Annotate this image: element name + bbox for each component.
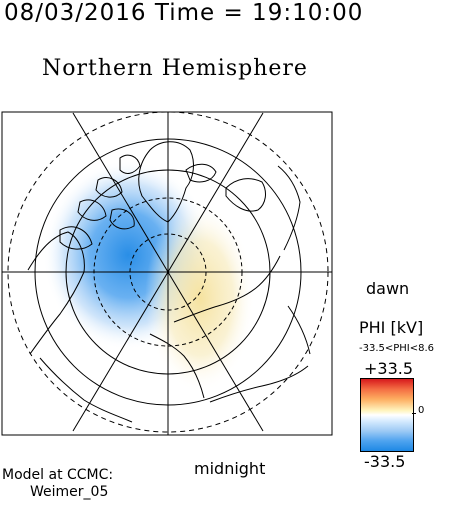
dawn-label: dawn	[366, 279, 410, 298]
colorbar-zero-label: 0	[418, 405, 425, 416]
colorbar-zero-tick	[412, 413, 416, 414]
model-name: Weimer_05	[30, 484, 109, 500]
colorbar-min-label: -33.5	[364, 452, 406, 471]
colorbar	[360, 378, 414, 452]
meridian-lines	[2, 112, 332, 435]
colorbar-title: PHI [kV]	[359, 318, 424, 337]
plot-title: Northern Hemisphere	[42, 56, 308, 81]
colorbar-max-label: +33.5	[364, 359, 414, 378]
model-label: Model at CCMC:	[2, 467, 114, 483]
timestamp: 08/03/2016 Time = 19:10:00	[4, 0, 364, 26]
polar-map	[1, 111, 333, 436]
map-frame	[1, 111, 333, 436]
positive-potential-cell	[145, 203, 255, 393]
coastlines	[27, 141, 311, 423]
colorbar-range: -33.5<PHI<8.6	[359, 343, 435, 354]
midnight-label: midnight	[194, 459, 266, 478]
